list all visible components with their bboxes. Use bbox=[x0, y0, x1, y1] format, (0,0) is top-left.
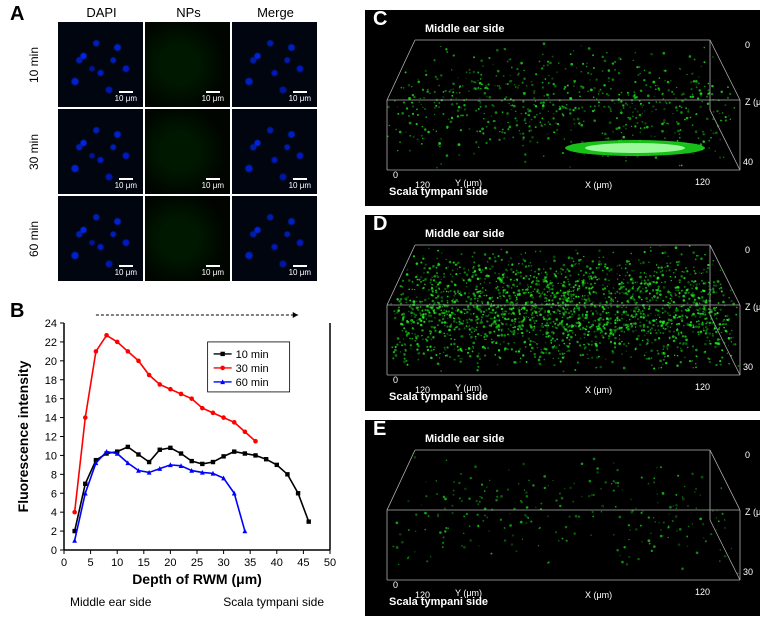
svg-text:Depth of RWM (μm): Depth of RWM (μm) bbox=[132, 571, 262, 587]
svg-text:0: 0 bbox=[745, 245, 750, 255]
scale-bar: 10 μm bbox=[115, 178, 137, 190]
svg-text:14: 14 bbox=[45, 413, 57, 425]
svg-text:120: 120 bbox=[415, 590, 430, 600]
panel-c-3d: Middle ear sideScala tympani side0Y (μm)… bbox=[365, 10, 760, 206]
svg-text:18: 18 bbox=[45, 375, 57, 387]
svg-text:0: 0 bbox=[745, 450, 750, 460]
micro-cell-dapi: 10 μm bbox=[58, 22, 143, 107]
svg-text:8: 8 bbox=[51, 469, 57, 481]
svg-text:0: 0 bbox=[393, 580, 398, 590]
micro-cell-nps: 10 μm bbox=[145, 22, 230, 107]
svg-text:0: 0 bbox=[51, 545, 57, 557]
svg-text:60 min: 60 min bbox=[236, 377, 269, 389]
svg-text:25: 25 bbox=[191, 557, 203, 569]
svg-text:Middle ear side: Middle ear side bbox=[70, 595, 152, 609]
micro-row: 60 min 10 μm 10 μm 10 μm bbox=[10, 196, 330, 281]
micro-row: 30 min 10 μm 10 μm 10 μm bbox=[10, 109, 330, 194]
svg-text:15: 15 bbox=[138, 557, 150, 569]
scale-bar: 10 μm bbox=[289, 178, 311, 190]
scale-bar: 10 μm bbox=[202, 91, 224, 103]
svg-text:10: 10 bbox=[111, 557, 123, 569]
svg-text:120: 120 bbox=[415, 180, 430, 190]
svg-text:35: 35 bbox=[244, 557, 256, 569]
svg-text:Fluorescence intensity: Fluorescence intensity bbox=[15, 360, 31, 512]
panel-e-label: E bbox=[373, 418, 386, 441]
svg-text:20: 20 bbox=[164, 557, 176, 569]
svg-text:50: 50 bbox=[324, 557, 336, 569]
scale-bar: 10 μm bbox=[202, 265, 224, 277]
svg-text:5: 5 bbox=[88, 557, 94, 569]
svg-text:20: 20 bbox=[45, 356, 57, 368]
row-label: 60 min bbox=[27, 215, 41, 263]
scale-bar: 10 μm bbox=[115, 265, 137, 277]
svg-text:X (μm): X (μm) bbox=[585, 180, 612, 190]
panel-a-microscopy: DAPI NPs Merge 10 min10 μm10 μm10 μm30 m… bbox=[10, 5, 330, 283]
svg-text:Middle ear side: Middle ear side bbox=[425, 23, 504, 35]
micro-cell-merge: 10 μm bbox=[232, 196, 317, 281]
svg-text:10 min: 10 min bbox=[236, 349, 269, 361]
svg-text:Z (μm): Z (μm) bbox=[745, 302, 760, 312]
svg-text:Y (μm): Y (μm) bbox=[455, 588, 482, 598]
panel-d-3d: Middle ear sideScala tympani side0Y (μm)… bbox=[365, 215, 760, 411]
svg-text:24: 24 bbox=[45, 318, 57, 330]
scale-bar: 10 μm bbox=[289, 91, 311, 103]
scale-bar: 10 μm bbox=[202, 178, 224, 190]
svg-text:16: 16 bbox=[45, 394, 57, 406]
svg-text:4: 4 bbox=[51, 507, 57, 519]
scale-bar: 10 μm bbox=[289, 265, 311, 277]
col-header-dapi: DAPI bbox=[58, 5, 145, 20]
micro-cell-merge: 10 μm bbox=[232, 22, 317, 107]
svg-text:30 min: 30 min bbox=[236, 363, 269, 375]
svg-text:120: 120 bbox=[695, 587, 710, 597]
micro-cell-merge: 10 μm bbox=[232, 109, 317, 194]
panel-d-label: D bbox=[373, 213, 387, 236]
micro-cell-dapi: 10 μm bbox=[58, 109, 143, 194]
svg-text:40: 40 bbox=[743, 157, 753, 167]
svg-text:30: 30 bbox=[743, 362, 753, 372]
svg-text:Y (μm): Y (μm) bbox=[455, 178, 482, 188]
svg-text:Scala tympani side: Scala tympani side bbox=[223, 595, 324, 609]
svg-text:0: 0 bbox=[745, 40, 750, 50]
svg-text:Y (μm): Y (μm) bbox=[455, 383, 482, 393]
svg-text:2: 2 bbox=[51, 526, 57, 538]
svg-text:120: 120 bbox=[695, 177, 710, 187]
micro-cell-nps: 10 μm bbox=[145, 196, 230, 281]
micro-row: 10 min 10 μm 10 μm 10 μm bbox=[10, 22, 330, 107]
svg-text:30: 30 bbox=[743, 567, 753, 577]
svg-text:12: 12 bbox=[45, 432, 57, 444]
svg-text:120: 120 bbox=[415, 385, 430, 395]
micro-cell-dapi: 10 μm bbox=[58, 196, 143, 281]
row-label: 10 min bbox=[27, 41, 41, 89]
svg-text:30: 30 bbox=[217, 557, 229, 569]
svg-text:0: 0 bbox=[393, 375, 398, 385]
panel-e-3d: Middle ear sideScala tympani side0Y (μm)… bbox=[365, 420, 760, 618]
panel-b-chart: 0246810121416182022240510152025303540455… bbox=[12, 305, 342, 620]
micro-cell-nps: 10 μm bbox=[145, 109, 230, 194]
svg-text:X (μm): X (μm) bbox=[585, 385, 612, 395]
col-header-merge: Merge bbox=[232, 5, 319, 20]
svg-text:Z (μm): Z (μm) bbox=[745, 97, 760, 107]
svg-text:10: 10 bbox=[45, 450, 57, 462]
svg-text:0: 0 bbox=[393, 170, 398, 180]
scale-bar: 10 μm bbox=[115, 91, 137, 103]
svg-text:Middle ear side: Middle ear side bbox=[425, 228, 504, 240]
svg-text:45: 45 bbox=[297, 557, 309, 569]
panel-c-label: C bbox=[373, 8, 387, 31]
svg-text:Middle ear side: Middle ear side bbox=[425, 433, 504, 445]
svg-text:40: 40 bbox=[271, 557, 283, 569]
svg-text:6: 6 bbox=[51, 488, 57, 500]
svg-text:Z (μm): Z (μm) bbox=[745, 507, 760, 517]
svg-text:22: 22 bbox=[45, 337, 57, 349]
row-label: 30 min bbox=[27, 128, 41, 176]
col-header-nps: NPs bbox=[145, 5, 232, 20]
svg-text:0: 0 bbox=[61, 557, 67, 569]
svg-text:X (μm): X (μm) bbox=[585, 590, 612, 600]
svg-text:120: 120 bbox=[695, 382, 710, 392]
